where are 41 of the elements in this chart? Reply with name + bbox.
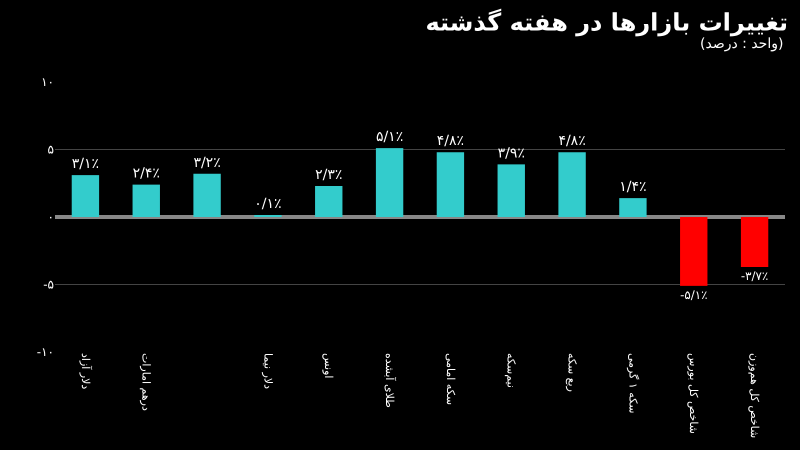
data-label: ۳/۹٪	[498, 145, 525, 162]
x-tick-label: دلار نیما	[261, 353, 274, 390]
x-tick-label: طلای آبشده	[383, 353, 398, 408]
bar	[619, 198, 647, 217]
x-tick-label: نیم‌سکه	[504, 353, 518, 388]
bar	[498, 164, 525, 217]
y-tick-label: -۵	[43, 278, 54, 292]
bar	[680, 217, 708, 286]
x-tick-label: شاخص کل بورس	[687, 353, 700, 434]
x-tick-label: سکه امامی	[444, 353, 457, 406]
data-label: ۴/۸٪	[558, 133, 586, 150]
x-tick-label: اونس	[322, 353, 336, 378]
bar	[558, 152, 586, 217]
x-tick-label: دلار آزاد	[78, 353, 93, 390]
x-tick-label: درهم امارات	[140, 353, 153, 411]
bar	[132, 184, 160, 217]
data-label: ۳/۲٪	[193, 154, 221, 171]
bar	[193, 174, 221, 217]
data-label: -۳/۷٪	[740, 269, 768, 284]
data-label: ۱/۴٪	[619, 179, 647, 196]
y-tick-label: ۵	[48, 142, 54, 157]
bar	[315, 186, 342, 217]
bar	[436, 152, 464, 217]
data-label: ۲/۳٪	[315, 166, 342, 183]
data-label: ۰/۱٪	[254, 196, 282, 212]
y-tick-label: ۱۰	[41, 75, 54, 90]
x-tick-label: شاخص کل هم‌وزن	[748, 353, 762, 438]
data-label: ۴/۸٪	[436, 133, 464, 150]
data-label: ۵/۱٪	[376, 129, 404, 146]
y-tick-label: ۰	[48, 210, 54, 224]
chart-subtitle: (واحد : درصد)	[700, 36, 784, 52]
chart-title: تغییرات بازارها در هفته گذشته	[425, 8, 788, 36]
x-tick-label: ربع سکه	[566, 353, 579, 392]
bar	[740, 217, 768, 267]
data-label: ۳/۱٪	[72, 156, 100, 172]
data-label: ۲/۴٪	[132, 166, 160, 182]
bar	[72, 175, 100, 217]
data-label: -۵/۱٪	[680, 288, 708, 302]
y-tick-label: -۱۰	[36, 345, 54, 360]
x-tick-label: سکه ۱ گرمی	[626, 353, 640, 414]
bar	[376, 148, 404, 217]
